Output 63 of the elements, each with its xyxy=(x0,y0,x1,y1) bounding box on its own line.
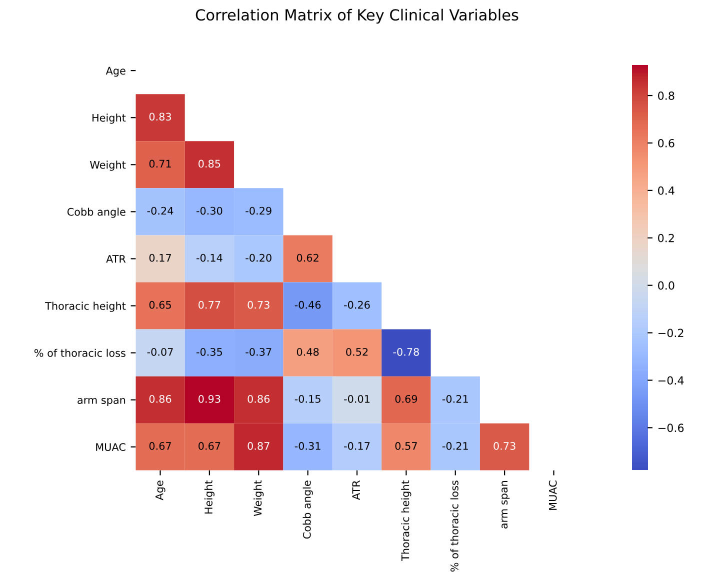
data-label: 0.77 xyxy=(198,300,220,309)
data-label: -0.35 xyxy=(196,348,222,356)
color-bar-label: 0.4 xyxy=(658,186,674,195)
color-bar-label: −0.4 xyxy=(658,376,684,385)
x-tick-label: ATR xyxy=(352,480,360,500)
data-label: -0.31 xyxy=(294,442,320,450)
data-label: 0.52 xyxy=(346,348,368,356)
color-bar-label: 0.0 xyxy=(658,281,674,290)
data-label: 0.87 xyxy=(248,442,270,450)
x-tick-label: Weight xyxy=(254,480,264,516)
data-label: 0.57 xyxy=(395,442,417,450)
data-label: -0.21 xyxy=(442,394,468,403)
color-bar-label: −0.6 xyxy=(658,424,684,432)
color-bar-label: 0.2 xyxy=(658,234,674,242)
x-tick-label: Height xyxy=(204,480,214,514)
y-tick-label: Height xyxy=(92,114,126,124)
data-label: -0.78 xyxy=(393,348,419,356)
data-label: 0.93 xyxy=(198,394,220,403)
data-label: -0.01 xyxy=(344,394,370,403)
data-label: 0.85 xyxy=(198,160,220,168)
data-label: 0.65 xyxy=(149,300,171,309)
color-bar-label: −0.2 xyxy=(658,328,684,338)
data-label: -0.15 xyxy=(294,394,320,403)
data-label: 0.17 xyxy=(149,254,171,262)
y-tick-label: Weight xyxy=(90,160,126,171)
data-label: 0.67 xyxy=(198,442,220,450)
data-label: -0.07 xyxy=(147,348,173,356)
data-label: -0.20 xyxy=(246,254,272,262)
data-label: -0.26 xyxy=(344,300,370,309)
data-label: 0.86 xyxy=(248,394,270,403)
data-label: 0.62 xyxy=(296,254,318,262)
y-tick-label: Age xyxy=(106,66,126,77)
data-label: 0.48 xyxy=(296,348,319,356)
data-label: 0.67 xyxy=(149,442,171,450)
color-bar-label: 0.6 xyxy=(658,138,674,148)
data-label: 0.86 xyxy=(149,394,172,403)
data-label: -0.14 xyxy=(196,254,222,262)
data-label: -0.37 xyxy=(246,348,272,356)
data-label: -0.29 xyxy=(246,206,272,215)
data-label: -0.21 xyxy=(442,442,468,450)
y-tick-label: ATR xyxy=(106,255,126,263)
y-tick-label: arm span xyxy=(78,398,126,406)
x-tick-label: Cobb angle xyxy=(302,480,313,539)
x-tick-label: Age xyxy=(156,480,166,500)
y-tick-label: Cobb angle xyxy=(67,208,126,218)
y-tick-label: MUAC xyxy=(96,443,126,451)
data-label: 0.71 xyxy=(149,160,171,168)
x-tick-label: % of thoracic loss xyxy=(450,480,458,572)
data-label: -0.46 xyxy=(294,300,321,309)
x-tick-label: arm span xyxy=(502,481,510,528)
y-tick-label: % of thoracic loss xyxy=(34,348,126,357)
data-label: -0.17 xyxy=(344,442,370,450)
chart-title: Correlation Matrix of Key Clinical Variables xyxy=(196,8,518,24)
data-label: 0.83 xyxy=(149,112,172,121)
data-label: 0.73 xyxy=(248,300,270,309)
color-bar-label: 0.8 xyxy=(658,92,674,100)
x-tick-label: MUAC xyxy=(548,480,557,510)
x-tick-label: Thoracic height xyxy=(401,480,412,562)
data-label: -0.24 xyxy=(147,206,174,215)
data-label: -0.30 xyxy=(196,206,222,215)
data-label: 0.69 xyxy=(395,394,418,403)
y-tick-label: Thoracic height xyxy=(45,302,126,312)
data-label: 0.73 xyxy=(494,442,516,450)
